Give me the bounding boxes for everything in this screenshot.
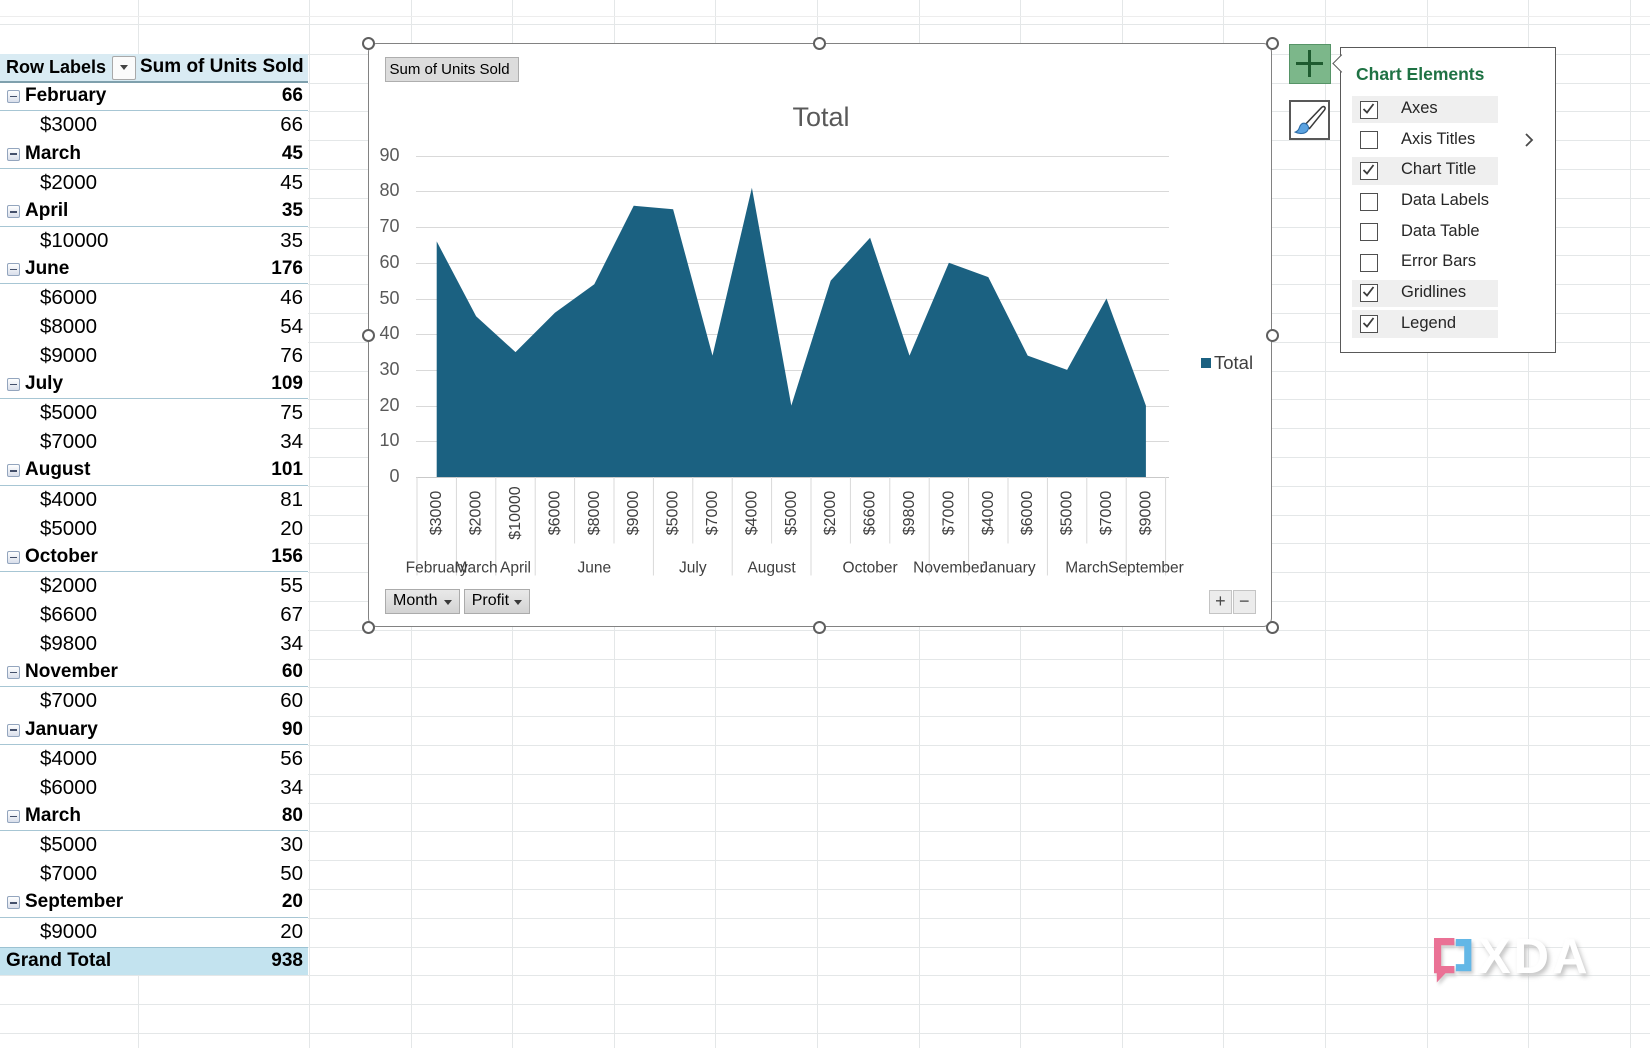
svg-text:$9800: $9800 [901,491,918,536]
svg-text:February: February [406,560,468,577]
svg-text:$7000: $7000 [1098,491,1115,536]
svg-text:$2000: $2000 [468,491,485,536]
svg-text:January: January [980,560,1035,577]
svg-text:$6000: $6000 [546,491,563,536]
svg-text:October: October [843,560,898,577]
svg-text:$6600: $6600 [862,491,879,536]
svg-text:$5000: $5000 [665,491,682,536]
svg-text:$6000: $6000 [1019,491,1036,536]
svg-text:September: September [1108,560,1184,577]
svg-text:$9000: $9000 [1137,491,1154,536]
svg-text:June: June [577,560,611,577]
svg-text:$3000: $3000 [428,491,445,536]
svg-text:$5000: $5000 [783,491,800,536]
svg-text:$4000: $4000 [980,491,997,536]
svg-text:$7000: $7000 [940,491,957,536]
svg-text:April: April [500,560,531,577]
svg-text:July: July [679,560,707,577]
svg-text:XDA: XDA [1478,931,1590,984]
svg-text:$7000: $7000 [704,491,721,536]
svg-text:$8000: $8000 [586,491,603,536]
svg-text:$5000: $5000 [1059,491,1076,536]
svg-text:$9000: $9000 [625,491,642,536]
svg-text:March: March [455,560,498,577]
svg-text:$4000: $4000 [743,491,760,536]
svg-text:$2000: $2000 [822,491,839,536]
svg-text:November: November [913,560,985,577]
svg-text:$10000: $10000 [507,486,524,539]
svg-text:March: March [1065,560,1108,577]
svg-text:August: August [747,560,796,577]
